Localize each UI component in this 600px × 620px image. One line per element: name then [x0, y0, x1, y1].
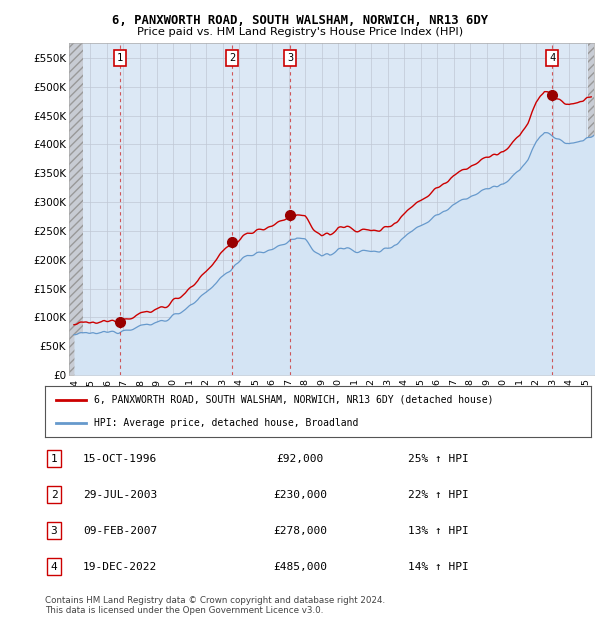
Text: 13% ↑ HPI: 13% ↑ HPI	[408, 526, 469, 536]
Text: 3: 3	[50, 526, 58, 536]
Text: 19-DEC-2022: 19-DEC-2022	[83, 562, 157, 572]
Text: 1: 1	[117, 53, 123, 63]
Text: £230,000: £230,000	[273, 490, 327, 500]
Bar	[588, 43, 594, 375]
Text: £92,000: £92,000	[277, 454, 323, 464]
Text: 15-OCT-1996: 15-OCT-1996	[83, 454, 157, 464]
Text: 25% ↑ HPI: 25% ↑ HPI	[408, 454, 469, 464]
Text: Price paid vs. HM Land Registry's House Price Index (HPI): Price paid vs. HM Land Registry's House …	[137, 27, 463, 37]
Text: HPI: Average price, detached house, Broadland: HPI: Average price, detached house, Broa…	[94, 418, 359, 428]
Text: 3: 3	[287, 53, 293, 63]
Text: 6, PANXWORTH ROAD, SOUTH WALSHAM, NORWICH, NR13 6DY: 6, PANXWORTH ROAD, SOUTH WALSHAM, NORWIC…	[112, 14, 488, 27]
Text: Contains HM Land Registry data © Crown copyright and database right 2024.
This d: Contains HM Land Registry data © Crown c…	[45, 596, 385, 615]
Text: 6, PANXWORTH ROAD, SOUTH WALSHAM, NORWICH, NR13 6DY (detached house): 6, PANXWORTH ROAD, SOUTH WALSHAM, NORWIC…	[94, 395, 494, 405]
Text: 29-JUL-2003: 29-JUL-2003	[83, 490, 157, 500]
Text: 4: 4	[549, 53, 555, 63]
Text: £485,000: £485,000	[273, 562, 327, 572]
Text: £278,000: £278,000	[273, 526, 327, 536]
Text: 2: 2	[50, 490, 58, 500]
Text: 09-FEB-2007: 09-FEB-2007	[83, 526, 157, 536]
Text: 14% ↑ HPI: 14% ↑ HPI	[408, 562, 469, 572]
Bar	[69, 43, 83, 375]
Text: 22% ↑ HPI: 22% ↑ HPI	[408, 490, 469, 500]
Text: 1: 1	[50, 454, 58, 464]
Text: 4: 4	[50, 562, 58, 572]
Text: 2: 2	[229, 53, 235, 63]
